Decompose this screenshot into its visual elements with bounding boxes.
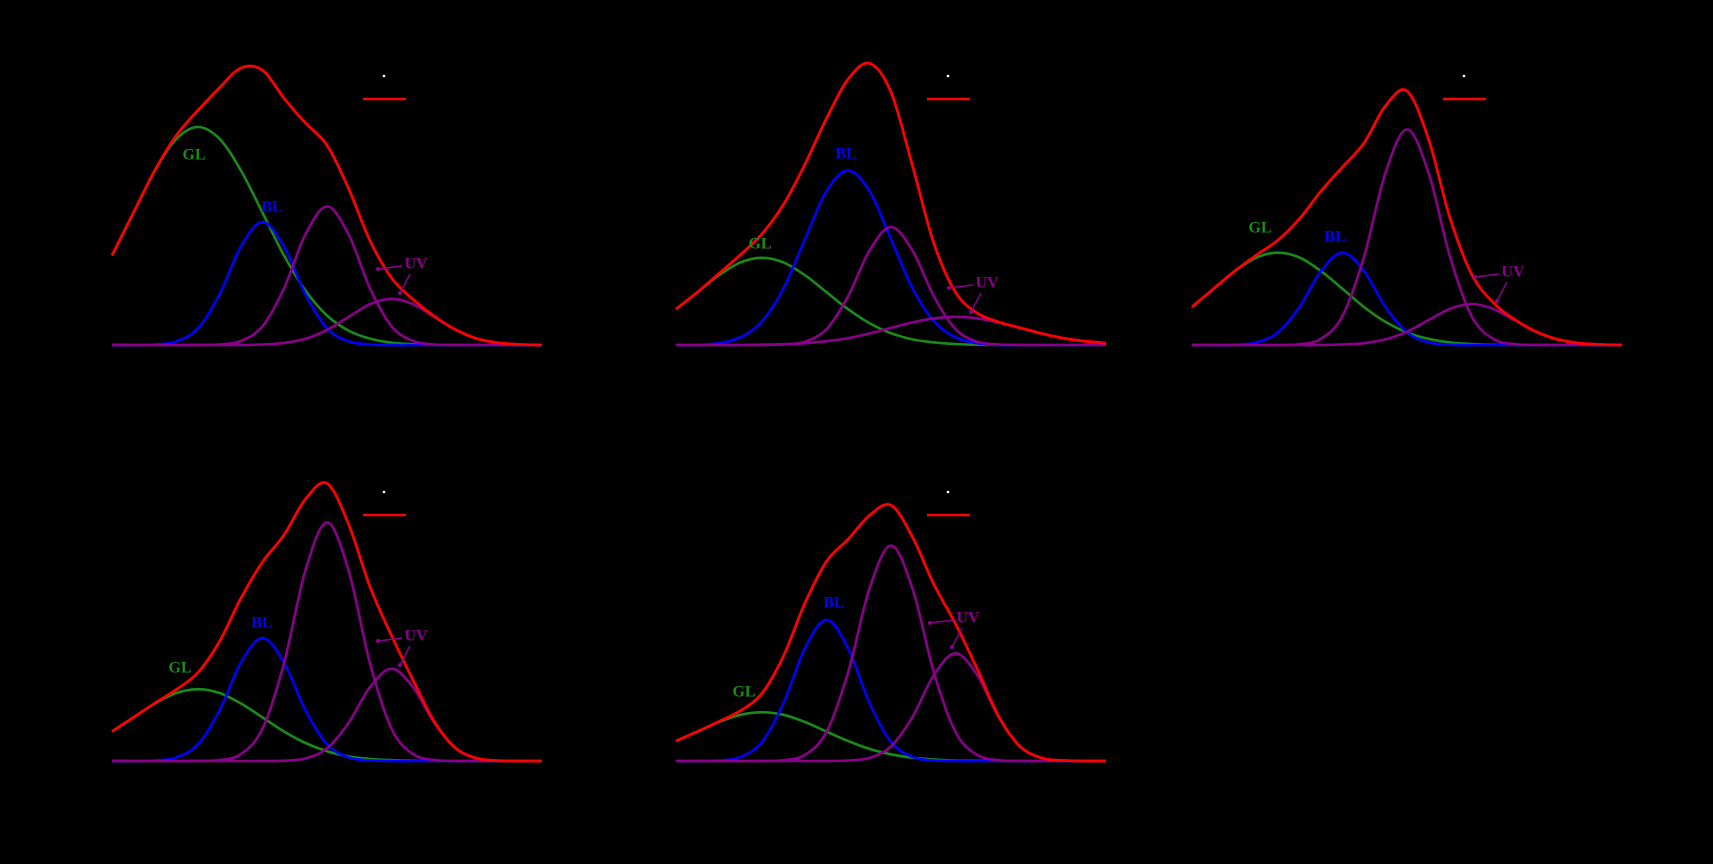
annotation-arrow <box>1496 281 1508 302</box>
legend-marker <box>382 74 386 78</box>
annotation: GL <box>168 660 191 677</box>
annotation-arrow <box>377 265 403 270</box>
fit-curve <box>1191 88 1623 347</box>
annotation-arrow <box>929 619 955 624</box>
annotation-arrow-head <box>950 645 954 649</box>
annotation: BL <box>261 199 282 216</box>
fit-curve <box>675 61 1107 345</box>
annotation: GL <box>1248 220 1271 237</box>
annotation: UV <box>956 610 980 627</box>
annotation-arrow <box>951 627 963 648</box>
annotation-arrow <box>377 637 403 642</box>
annotation: BL <box>1324 229 1345 246</box>
annotation-arrow <box>970 292 982 313</box>
annotation: UV <box>404 256 428 273</box>
annotation-arrow-head <box>376 639 380 643</box>
annotation: GL <box>732 684 755 701</box>
annotation: UV <box>1501 264 1525 281</box>
annotation-arrow-head <box>969 310 973 314</box>
annotation: GL <box>748 236 771 253</box>
annotation-arrow-head <box>947 286 951 290</box>
annotation-arrow <box>399 273 411 294</box>
annotation: UV <box>404 628 428 645</box>
fit-curve <box>675 503 1107 763</box>
fit-curve <box>111 481 542 763</box>
panel: GL BL UV <box>675 61 1107 347</box>
panel: GL BL UV <box>1191 74 1623 347</box>
annotation-arrow-head <box>376 267 380 271</box>
annotation: BL <box>251 615 272 632</box>
annotation-arrow <box>1474 273 1500 278</box>
panel: GL BL UV <box>111 481 542 763</box>
annotation-arrow-head <box>1473 275 1477 279</box>
annotation-arrow <box>948 284 974 289</box>
annotation: UV <box>975 275 999 292</box>
annotation-arrow-head <box>398 663 402 667</box>
annotation: BL <box>835 146 856 163</box>
panel: GL BL UV <box>675 490 1107 763</box>
annotation-arrow-head <box>928 621 932 625</box>
annotation-arrow <box>399 645 411 666</box>
fit-curve <box>110 64 543 347</box>
legend-marker <box>946 490 950 494</box>
panel: GL BL UV <box>110 64 543 347</box>
annotation: GL <box>182 147 205 164</box>
annotation: BL <box>823 595 844 612</box>
annotation-arrow-head <box>1495 299 1499 303</box>
legend-marker <box>946 74 950 78</box>
legend-marker <box>1462 74 1466 78</box>
annotation-arrow-head <box>398 291 402 295</box>
legend-marker <box>382 490 386 494</box>
